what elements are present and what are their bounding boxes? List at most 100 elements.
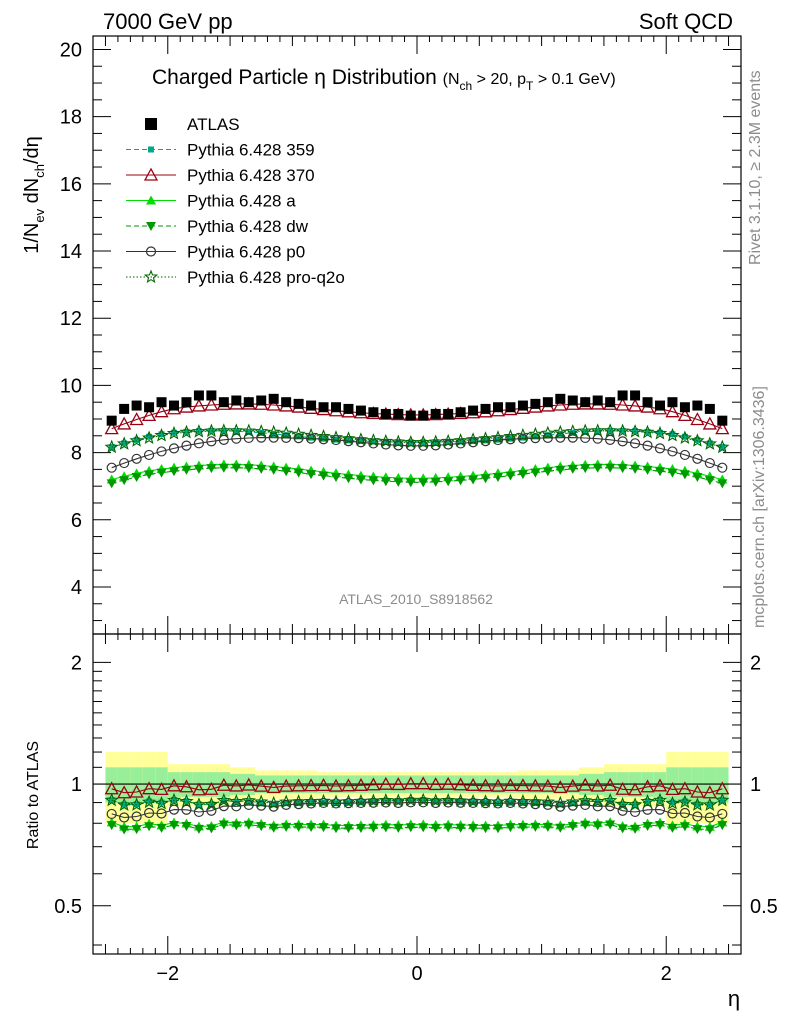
ratio-point bbox=[630, 824, 641, 834]
ratio-point bbox=[505, 823, 516, 833]
data-point bbox=[619, 427, 626, 434]
data-point bbox=[555, 465, 566, 475]
data-point bbox=[256, 464, 267, 474]
ratio-point bbox=[542, 799, 553, 810]
ratio-point bbox=[455, 797, 466, 808]
series-line bbox=[111, 403, 723, 430]
ratio-point bbox=[416, 792, 431, 807]
ratio-point bbox=[156, 808, 167, 819]
ratio-point bbox=[195, 801, 202, 808]
series-line bbox=[111, 437, 723, 469]
data-point bbox=[665, 404, 680, 418]
data-point bbox=[405, 440, 416, 451]
ratio-point bbox=[295, 800, 302, 807]
data-point bbox=[368, 438, 379, 449]
data-point bbox=[218, 434, 229, 445]
ratio-point bbox=[146, 798, 153, 805]
data-point bbox=[482, 437, 489, 444]
data-point bbox=[690, 412, 705, 426]
data-point bbox=[266, 424, 281, 439]
ratio-point bbox=[441, 776, 456, 790]
ratio-point bbox=[245, 798, 252, 805]
data-point bbox=[391, 434, 406, 449]
data-point bbox=[455, 438, 466, 449]
ratio-point bbox=[166, 792, 182, 807]
data-point bbox=[580, 464, 591, 474]
ratio-point bbox=[156, 823, 167, 833]
data-point bbox=[692, 473, 703, 483]
ratio-point bbox=[632, 801, 639, 808]
data-point bbox=[318, 471, 329, 481]
ratio-point bbox=[457, 798, 464, 805]
ratio-point bbox=[256, 822, 267, 832]
data-point bbox=[268, 432, 279, 443]
data-point bbox=[468, 475, 479, 485]
data-point bbox=[243, 464, 254, 474]
data-point bbox=[303, 427, 319, 442]
header-left-label: 7000 GeV pp bbox=[103, 9, 233, 34]
ratio-point bbox=[266, 780, 281, 794]
ratio-point bbox=[517, 798, 529, 809]
ratio-plot-frame bbox=[92, 633, 742, 955]
y-tick-label: 12 bbox=[60, 308, 82, 330]
legend-entry: Pythia 6.428 370 bbox=[126, 166, 315, 185]
legend-label: Pythia 6.428 a bbox=[187, 192, 296, 211]
atlas-point bbox=[281, 397, 292, 408]
ratio-point bbox=[430, 823, 441, 833]
atlas-point bbox=[443, 408, 454, 419]
ratio-point bbox=[129, 784, 144, 798]
ratio-point bbox=[119, 812, 130, 823]
data-point bbox=[542, 467, 553, 477]
data-point bbox=[231, 463, 242, 473]
ratio-point bbox=[443, 823, 454, 833]
data-point bbox=[133, 436, 140, 443]
ratio-series-line bbox=[111, 783, 723, 794]
ratio-point bbox=[154, 795, 169, 810]
legend-entry: ATLAS bbox=[145, 115, 240, 134]
legend-label: Pythia 6.428 pro-q2o bbox=[187, 268, 345, 287]
data-point bbox=[231, 433, 242, 444]
data-point bbox=[380, 439, 391, 450]
ratio-point bbox=[478, 778, 493, 792]
data-point bbox=[503, 429, 518, 443]
data-point bbox=[220, 427, 227, 434]
ratio-point bbox=[368, 797, 379, 808]
data-point bbox=[679, 449, 691, 461]
data-point bbox=[395, 439, 402, 446]
ratio-point bbox=[480, 824, 491, 834]
ratio-point bbox=[445, 797, 452, 804]
ratio-point bbox=[395, 797, 402, 804]
ratio-point bbox=[378, 776, 393, 790]
data-point bbox=[418, 440, 429, 451]
data-point bbox=[553, 424, 568, 439]
ratio-point bbox=[540, 794, 556, 809]
ratio-point bbox=[480, 798, 491, 809]
data-point bbox=[117, 416, 132, 430]
atlas-point bbox=[318, 402, 329, 413]
data-point bbox=[355, 475, 366, 485]
atlas-point bbox=[380, 408, 391, 419]
data-point bbox=[146, 433, 153, 440]
ratio-point bbox=[328, 794, 344, 808]
mcplots-label: mcplots.cern.ch [arXiv:1306.3436] bbox=[751, 386, 768, 628]
ratio-point bbox=[204, 796, 219, 811]
ratio-point bbox=[343, 798, 354, 809]
ratio-point bbox=[617, 805, 628, 816]
data-point bbox=[457, 438, 464, 445]
data-point bbox=[480, 474, 491, 484]
ratio-point bbox=[468, 824, 479, 834]
ratio-point bbox=[168, 804, 180, 815]
ratio-point bbox=[393, 797, 404, 809]
atlas-point bbox=[704, 403, 715, 414]
ratio-point bbox=[505, 797, 516, 809]
ratio-point bbox=[592, 801, 603, 812]
atlas-point bbox=[368, 407, 379, 418]
data-point bbox=[465, 432, 481, 446]
data-point bbox=[179, 424, 194, 439]
ratio-series-line bbox=[111, 799, 723, 806]
data-point bbox=[119, 476, 130, 486]
y-tick-label: 10 bbox=[60, 375, 82, 397]
atlas-point bbox=[567, 395, 578, 406]
ratio-point bbox=[654, 804, 666, 815]
atlas-point bbox=[268, 393, 279, 404]
